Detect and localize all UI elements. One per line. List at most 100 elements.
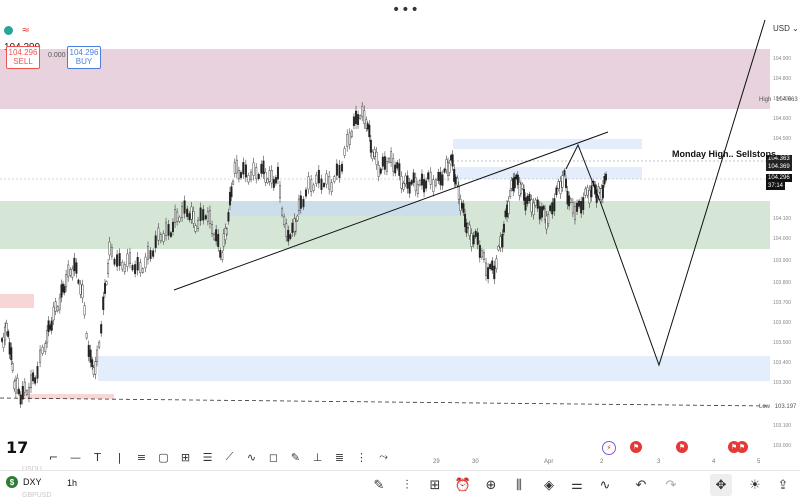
candle-body [350, 131, 353, 137]
candle-body [470, 233, 473, 247]
candle-body [542, 205, 545, 210]
undo-icon[interactable]: ↶ [635, 477, 647, 493]
symbol-selector[interactable]: $ DXY [6, 476, 42, 488]
candle-body [462, 203, 465, 213]
candle-body [312, 184, 315, 191]
candle-body [227, 212, 230, 222]
candle-body [465, 222, 468, 234]
candle-body [149, 250, 152, 259]
fullscreen-exit-icon[interactable]: ✥ [710, 474, 732, 496]
candle-body [19, 394, 22, 405]
us-flag-event-icon-2[interactable]: ⚑ [676, 441, 688, 453]
candle-body [487, 267, 490, 280]
price-axis-label: 104.700 [773, 96, 792, 102]
chart-annotation[interactable]: Monday High.. Sellstops.. [672, 149, 782, 159]
redo-icon[interactable]: ↷ [665, 477, 677, 493]
sell-button[interactable]: 104.296 SELL [6, 46, 40, 69]
interval-selector[interactable]: 1h [67, 478, 78, 488]
callout-icon[interactable]: ◻ [268, 450, 279, 464]
candle-body [474, 231, 477, 237]
candle-body [590, 185, 593, 198]
candle-body [102, 296, 105, 311]
candle-body [289, 234, 292, 239]
chart-type-icon[interactable]: ⫶ [405, 477, 409, 493]
candle-body [408, 182, 411, 194]
candle-body [373, 149, 376, 158]
ideas-icon[interactable]: ☀ [749, 477, 761, 493]
sell-price: 104.296 [8, 48, 38, 57]
candle-body [400, 175, 403, 189]
curve-icon[interactable]: ⤳ [379, 450, 388, 463]
comment-icon[interactable]: ⌐ [48, 450, 59, 464]
candle-body [586, 187, 589, 196]
candle-body [357, 114, 360, 125]
share-icon[interactable]: ⇪ [777, 477, 789, 493]
candle-body [10, 347, 13, 361]
candle-body [126, 253, 129, 267]
candle-body [524, 197, 527, 211]
trend-line-icon[interactable]: ⟋ [225, 450, 234, 463]
candle-body [425, 180, 428, 189]
candle-body [493, 265, 496, 280]
parallel-channel-icon[interactable]: ≡ [136, 450, 147, 464]
candle-body [338, 164, 341, 178]
tradingview-logo: 17 [6, 438, 29, 457]
candle-body [211, 224, 214, 234]
brush-icon[interactable]: ✎ [290, 450, 301, 464]
candle-body [247, 175, 250, 183]
candle-body [63, 286, 66, 293]
candle-body [532, 202, 535, 216]
horizontal-ray-icon[interactable]: — [70, 450, 81, 464]
candle-body [491, 260, 494, 271]
candle-body [46, 330, 49, 344]
grid-icon[interactable]: ⊞ [180, 450, 191, 464]
path-icon[interactable]: ∿ [246, 450, 257, 464]
buy-button[interactable]: 104.296 BUY [67, 46, 101, 69]
layers-icon[interactable]: ◈ [544, 477, 554, 493]
add-icon[interactable]: ⊕ [485, 477, 497, 493]
us-flag-event-icon[interactable]: ⚑ [630, 441, 642, 453]
candle-body [485, 262, 488, 276]
trend-line[interactable] [173, 131, 609, 291]
currency-menu[interactable]: USD ⌄ [773, 24, 799, 33]
fib-icon[interactable]: ☰ [202, 450, 213, 464]
date-range-icon[interactable]: ⋮ [356, 450, 367, 464]
blue-zone-middle [453, 167, 642, 179]
candle-body [208, 210, 211, 224]
candle-body [559, 181, 562, 194]
trend-icon[interactable]: ∿ [599, 477, 611, 493]
candle-body [283, 216, 286, 226]
candle-body [346, 134, 349, 147]
more-dots-icon[interactable]: ••• [392, 2, 420, 18]
rectangle-icon[interactable]: ▢ [158, 450, 169, 464]
pencil-icon[interactable]: ✎ [373, 477, 385, 493]
candle-icon[interactable]: ⫼ [516, 477, 522, 493]
candle-body [361, 106, 364, 118]
blue-zone-lower [98, 356, 770, 381]
layouts-icon[interactable]: ⊞ [429, 477, 441, 493]
price-axis-label: 103.400 [773, 360, 792, 366]
candle-body [569, 198, 572, 203]
us-flag-event-icon-4[interactable]: ⚑ [736, 441, 748, 453]
red-zone [0, 294, 34, 308]
text-icon[interactable]: T [94, 450, 101, 464]
anchored-text-icon[interactable]: ⊥ [312, 450, 323, 464]
candle-body [58, 297, 61, 310]
candle-body [83, 305, 86, 316]
candle-body [457, 186, 460, 200]
candle-body [188, 213, 191, 221]
vertical-line-icon[interactable]: | [117, 450, 122, 464]
candle-body [107, 262, 110, 274]
lightning-event-icon[interactable]: ⚡ [602, 441, 616, 455]
candle-body [268, 170, 271, 182]
low-dashed-line [0, 397, 771, 407]
projection-path[interactable] [565, 19, 766, 367]
buy-label: BUY [75, 57, 93, 66]
indicator-settings-icon[interactable]: ⚌ [571, 477, 583, 493]
candle-body [167, 224, 170, 236]
blue-zone-upper [453, 139, 642, 149]
alert-icon[interactable]: ⏰ [454, 477, 472, 493]
candle-body [217, 233, 220, 247]
price-range-icon[interactable]: ≣ [334, 450, 345, 464]
